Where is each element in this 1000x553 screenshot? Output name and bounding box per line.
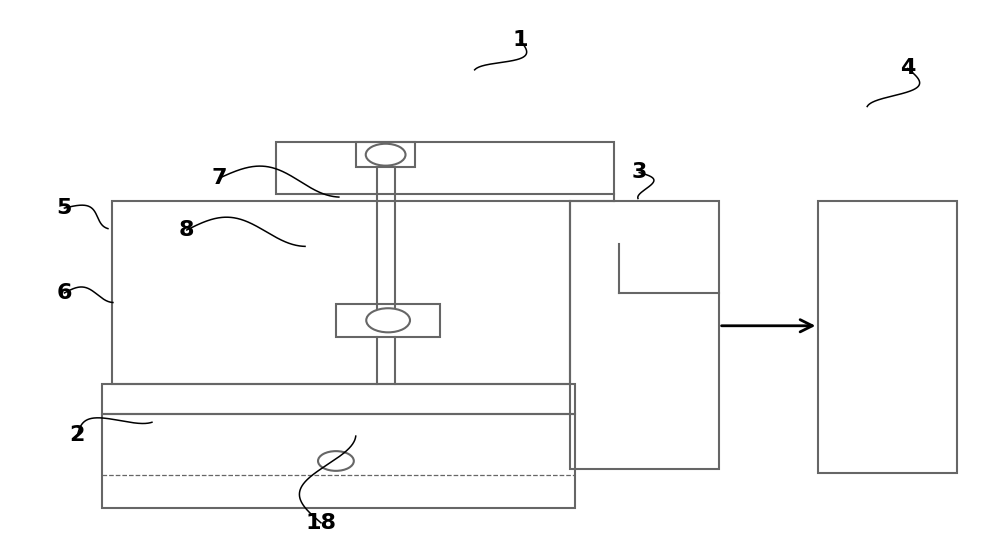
Bar <box>276 142 614 195</box>
Text: 1: 1 <box>512 30 528 50</box>
Text: 5: 5 <box>57 198 72 218</box>
Text: 6: 6 <box>57 283 72 303</box>
Text: 18: 18 <box>306 513 336 533</box>
Circle shape <box>318 451 354 471</box>
Text: 7: 7 <box>212 168 227 188</box>
Bar <box>102 384 575 414</box>
Text: 8: 8 <box>179 220 194 240</box>
Bar <box>818 201 957 473</box>
Circle shape <box>366 144 406 166</box>
Bar <box>356 142 415 167</box>
Bar <box>570 201 719 468</box>
Bar <box>102 414 575 508</box>
Circle shape <box>366 308 410 332</box>
Text: 3: 3 <box>632 163 647 182</box>
Text: 4: 4 <box>900 59 915 79</box>
Bar <box>336 304 440 337</box>
Bar <box>112 201 570 384</box>
Text: 2: 2 <box>70 425 85 445</box>
